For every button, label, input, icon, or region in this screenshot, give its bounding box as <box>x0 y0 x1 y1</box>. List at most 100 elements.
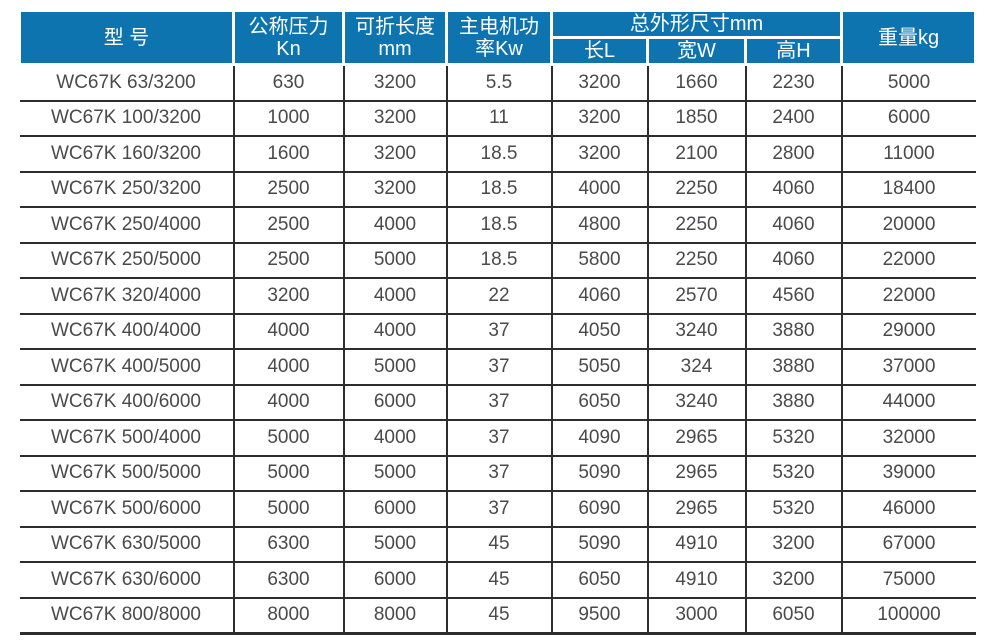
table-row: WC67K 100/3200 1000 3200 11 3200 1850 2400 6000 <box>19 99 976 137</box>
cell-dim-height-h: 3200 <box>744 561 843 599</box>
cell-motor-power-kw: 18.5 <box>445 135 553 173</box>
cell-dim-length-l: 5090 <box>550 454 649 492</box>
cell-dim-width-w: 1660 <box>646 63 747 102</box>
cell-weight-kg: 5000 <box>840 63 976 102</box>
cell-weight-kg: 6000 <box>840 99 976 137</box>
table-body: WC67K 63/3200 630 3200 5.5 3200 1660 2230 5000 W… <box>19 63 976 635</box>
header-pressure: 公称压力 Kn <box>232 9 345 66</box>
cell-fold-length-mm: 8000 <box>342 596 448 635</box>
cell-weight-kg: 37000 <box>840 348 976 386</box>
cell-fold-length-mm: 4000 <box>342 206 448 244</box>
cell-motor-power-kw: 45 <box>445 561 553 599</box>
table-row: WC67K 400/5000 4000 5000 37 5050 324 3880 37000 <box>19 348 976 386</box>
cell-dim-width-w: 1850 <box>646 99 747 137</box>
header-dim-height: 高H <box>743 36 844 66</box>
cell-dim-length-l: 6090 <box>550 490 649 528</box>
cell-weight-kg: 39000 <box>840 454 976 492</box>
cell-dim-width-w: 324 <box>646 348 747 386</box>
cell-fold-length-mm: 3200 <box>342 99 448 137</box>
cell-weight-kg: 67000 <box>840 525 976 563</box>
cell-dim-width-w: 2570 <box>646 277 747 315</box>
table-header: 型 号 公称压力 Kn 可折长度 mm 主电机功 率Kw 总外形尺寸mm 重量k… <box>18 9 978 66</box>
table-row: WC67K 320/4000 3200 4000 22 4060 2570 4560 2200… <box>19 277 976 315</box>
cell-pressure-kn: 5000 <box>232 454 345 492</box>
cell-dim-length-l: 4050 <box>550 312 649 350</box>
cell-fold-length-mm: 6000 <box>342 561 448 599</box>
cell-dim-length-l: 4090 <box>550 419 649 457</box>
cell-weight-kg: 29000 <box>840 312 976 350</box>
header-motor-power-label: 主电机功 <box>459 15 539 38</box>
header-motor-power: 主电机功 率Kw <box>445 9 553 66</box>
cell-dim-height-h: 6050 <box>744 596 843 635</box>
cell-pressure-kn: 630 <box>232 63 345 102</box>
cell-dim-height-h: 3880 <box>744 312 843 350</box>
cell-dim-height-h: 3880 <box>744 383 843 421</box>
cell-dim-length-l: 4060 <box>550 277 649 315</box>
cell-model: WC67K 400/4000 <box>19 312 235 350</box>
cell-pressure-kn: 8000 <box>232 596 345 635</box>
cell-fold-length-mm: 4000 <box>342 277 448 315</box>
cell-dim-length-l: 3200 <box>550 135 649 173</box>
cell-dim-height-h: 4060 <box>744 170 843 208</box>
cell-dim-height-h: 3200 <box>744 525 843 563</box>
cell-dim-height-h: 5320 <box>744 454 843 492</box>
cell-dim-width-w: 3240 <box>646 312 747 350</box>
cell-motor-power-kw: 11 <box>445 99 553 137</box>
cell-model: WC67K 250/5000 <box>19 241 235 279</box>
cell-weight-kg: 11000 <box>840 135 976 173</box>
cell-dim-height-h: 2230 <box>744 63 843 102</box>
cell-weight-kg: 22000 <box>840 277 976 315</box>
cell-dim-length-l: 5800 <box>550 241 649 279</box>
table-row: WC67K 250/3200 2500 3200 18.5 4000 2250 4060 18… <box>19 170 976 208</box>
cell-dim-length-l: 4800 <box>550 206 649 244</box>
cell-dim-height-h: 4560 <box>744 277 843 315</box>
table-row: WC67K 160/3200 1600 3200 18.5 3200 2100 2800 11… <box>19 135 976 173</box>
cell-pressure-kn: 1600 <box>232 135 345 173</box>
header-pressure-label: 公称压力 <box>248 15 329 38</box>
cell-dim-length-l: 5090 <box>550 525 649 563</box>
cell-dim-width-w: 3000 <box>646 596 747 635</box>
header-dim-width: 宽W <box>646 36 747 66</box>
cell-weight-kg: 32000 <box>840 419 976 457</box>
cell-weight-kg: 22000 <box>840 241 976 279</box>
cell-model: WC67K 100/3200 <box>19 99 235 137</box>
cell-motor-power-kw: 45 <box>445 525 553 563</box>
cell-dim-height-h: 4060 <box>744 241 843 279</box>
table-row: WC67K 400/6000 4000 6000 37 6050 3240 3880 4400… <box>19 383 976 421</box>
cell-motor-power-kw: 18.5 <box>445 170 553 208</box>
cell-dim-width-w: 4910 <box>646 525 747 563</box>
cell-pressure-kn: 4000 <box>232 312 345 350</box>
cell-motor-power-kw: 37 <box>445 383 553 421</box>
cell-motor-power-kw: 37 <box>445 348 553 386</box>
table-row: WC67K 500/6000 5000 6000 37 6090 2965 5320 4600… <box>19 490 976 528</box>
cell-model: WC67K 160/3200 <box>19 135 235 173</box>
cell-pressure-kn: 2500 <box>232 206 345 244</box>
cell-dim-length-l: 3200 <box>550 99 649 137</box>
cell-dim-height-h: 3880 <box>744 348 843 386</box>
cell-dim-width-w: 2965 <box>646 454 747 492</box>
cell-dim-length-l: 6050 <box>550 561 649 599</box>
cell-dim-height-h: 5320 <box>744 490 843 528</box>
cell-dim-length-l: 6050 <box>550 383 649 421</box>
table-row: WC67K 630/6000 6300 6000 45 6050 4910 3200 7500… <box>19 561 976 599</box>
cell-dim-width-w: 4910 <box>646 561 747 599</box>
cell-pressure-kn: 6300 <box>232 561 345 599</box>
cell-fold-length-mm: 5000 <box>342 454 448 492</box>
cell-fold-length-mm: 4000 <box>342 312 448 350</box>
cell-motor-power-kw: 18.5 <box>445 241 553 279</box>
cell-weight-kg: 100000 <box>840 596 976 635</box>
cell-dim-height-h: 4060 <box>744 206 843 244</box>
cell-dim-length-l: 4000 <box>550 170 649 208</box>
cell-pressure-kn: 5000 <box>232 419 345 457</box>
cell-motor-power-kw: 18.5 <box>445 206 553 244</box>
table-row: WC67K 500/4000 5000 4000 37 4090 2965 5320 3200… <box>19 419 976 457</box>
cell-motor-power-kw: 5.5 <box>445 63 553 102</box>
cell-motor-power-kw: 45 <box>445 596 553 635</box>
cell-dim-width-w: 2250 <box>646 170 747 208</box>
cell-fold-length-mm: 5000 <box>342 348 448 386</box>
cell-model: WC67K 250/4000 <box>19 206 235 244</box>
cell-dim-width-w: 2965 <box>646 419 747 457</box>
cell-dim-width-w: 3240 <box>646 383 747 421</box>
cell-fold-length-mm: 5000 <box>342 241 448 279</box>
table-row: WC67K 63/3200 630 3200 5.5 3200 1660 2230 5000 <box>19 63 976 102</box>
